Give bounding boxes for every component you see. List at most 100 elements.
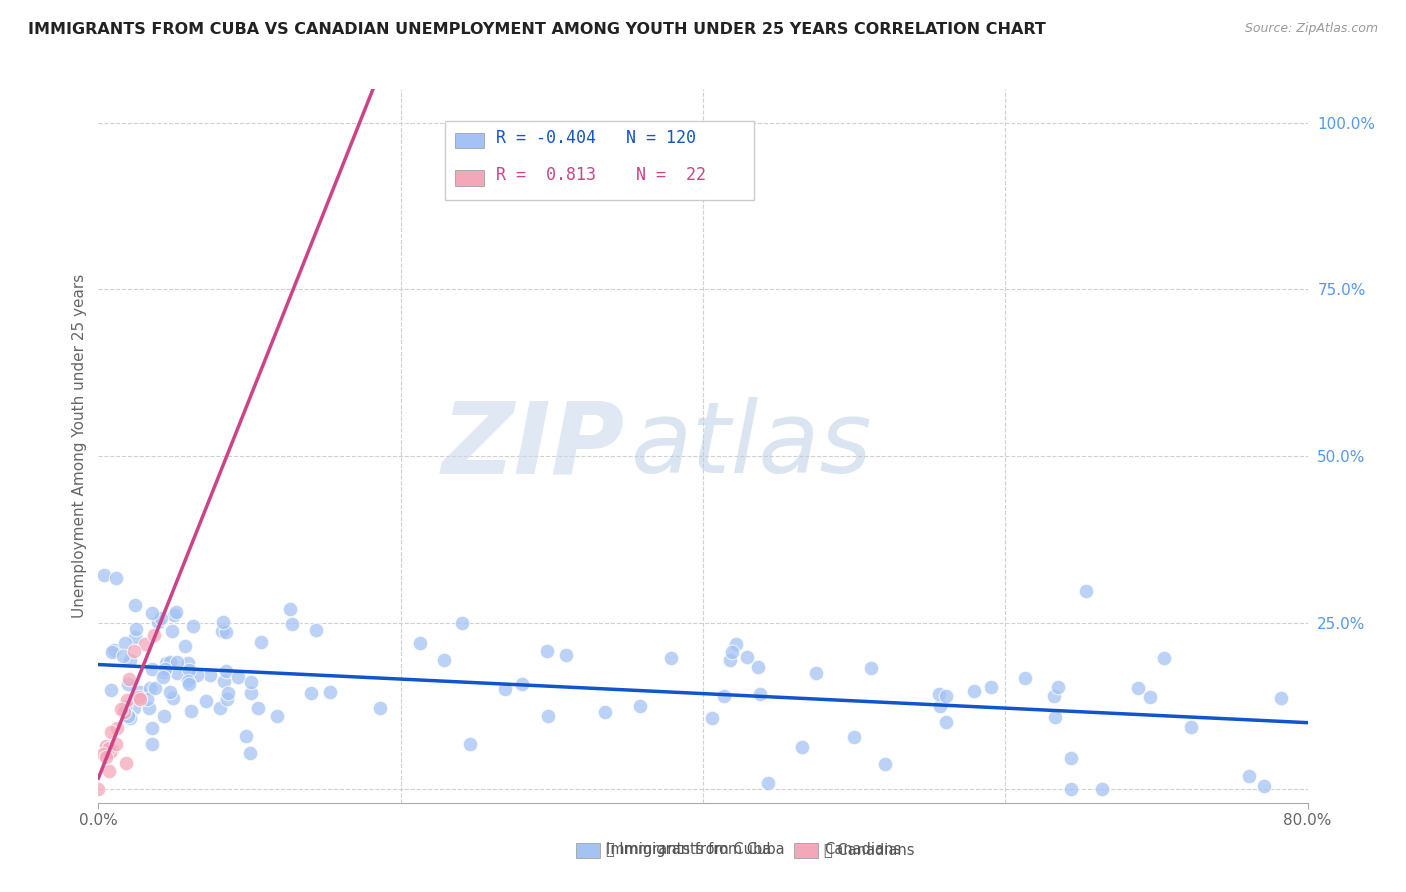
FancyBboxPatch shape	[456, 170, 484, 186]
Point	[155, 657, 177, 671]
Point	[134, 637, 156, 651]
Point	[721, 645, 744, 659]
Point	[928, 699, 950, 714]
Point	[1043, 709, 1066, 723]
Point	[240, 675, 263, 690]
Point	[101, 645, 124, 659]
Text: ⬜ Canadians: ⬜ Canadians	[824, 842, 914, 856]
FancyBboxPatch shape	[793, 844, 818, 858]
Point	[756, 775, 779, 789]
Point	[93, 567, 115, 582]
Point	[94, 750, 117, 764]
Point	[208, 701, 231, 715]
Point	[152, 670, 174, 684]
Point	[166, 655, 188, 669]
Point	[593, 705, 616, 719]
Point	[1090, 782, 1112, 797]
Point	[135, 691, 157, 706]
Point	[105, 737, 128, 751]
Point	[702, 711, 724, 725]
Point	[1046, 680, 1069, 694]
Point	[1059, 782, 1081, 797]
FancyBboxPatch shape	[446, 121, 754, 200]
Point	[115, 692, 138, 706]
Point	[194, 694, 217, 708]
Point	[247, 701, 270, 715]
Point	[1180, 720, 1202, 734]
Point	[1043, 689, 1066, 703]
Point	[235, 729, 257, 743]
Text: Canadians: Canadians	[824, 842, 901, 856]
Point	[141, 662, 163, 676]
Point	[120, 711, 142, 725]
Point	[98, 764, 121, 778]
Text: ZIP: ZIP	[441, 398, 624, 494]
Point	[319, 685, 342, 699]
Point	[176, 656, 198, 670]
Point	[212, 673, 235, 688]
Point	[114, 699, 136, 714]
Point	[1253, 780, 1275, 794]
Point	[124, 630, 146, 644]
Point	[100, 683, 122, 698]
Point	[122, 644, 145, 658]
Point	[305, 623, 328, 637]
Point	[790, 739, 813, 754]
Point	[713, 689, 735, 703]
Point	[1153, 651, 1175, 665]
Point	[115, 756, 138, 771]
Text: R = -0.404   N = 120: R = -0.404 N = 120	[496, 128, 696, 146]
Point	[153, 708, 176, 723]
Point	[141, 607, 163, 621]
Point	[128, 690, 150, 705]
Point	[980, 680, 1002, 694]
Point	[659, 651, 682, 665]
Point	[97, 745, 120, 759]
Point	[537, 708, 560, 723]
Point	[240, 685, 263, 699]
Point	[1014, 671, 1036, 685]
Point	[935, 715, 957, 730]
Text: R =  0.813    N =  22: R = 0.813 N = 22	[496, 166, 706, 184]
Point	[875, 756, 897, 771]
Point	[87, 782, 110, 797]
Point	[174, 639, 197, 653]
Point	[112, 705, 135, 719]
Text: IMMIGRANTS FROM CUBA VS CANADIAN UNEMPLOYMENT AMONG YOUTH UNDER 25 YEARS CORRELA: IMMIGRANTS FROM CUBA VS CANADIAN UNEMPLO…	[28, 22, 1046, 37]
Point	[159, 655, 181, 669]
Point	[110, 702, 132, 716]
Point	[718, 653, 741, 667]
Point	[536, 644, 558, 658]
Point	[153, 665, 176, 679]
Point	[299, 686, 322, 700]
Point	[139, 681, 162, 695]
Point	[842, 730, 865, 744]
Point	[125, 622, 148, 636]
Point	[368, 701, 391, 715]
Point	[266, 709, 288, 723]
Point	[129, 691, 152, 706]
Point	[122, 700, 145, 714]
Point	[179, 663, 201, 677]
FancyBboxPatch shape	[456, 133, 484, 148]
Point	[1060, 751, 1083, 765]
Point	[177, 674, 200, 689]
Point	[433, 653, 456, 667]
Point	[103, 643, 125, 657]
Point	[460, 737, 482, 751]
Point	[215, 664, 238, 678]
Point	[97, 740, 120, 755]
Point	[1270, 691, 1292, 706]
Point	[105, 571, 128, 585]
Point	[114, 636, 136, 650]
Text: Source: ZipAtlas.com: Source: ZipAtlas.com	[1244, 22, 1378, 36]
Point	[118, 653, 141, 667]
Point	[928, 687, 950, 701]
Point	[100, 725, 122, 739]
Point	[143, 681, 166, 696]
Point	[160, 624, 183, 639]
Point	[859, 661, 882, 675]
Point	[510, 677, 533, 691]
Point	[101, 743, 124, 757]
Text: atlas: atlas	[630, 398, 872, 494]
